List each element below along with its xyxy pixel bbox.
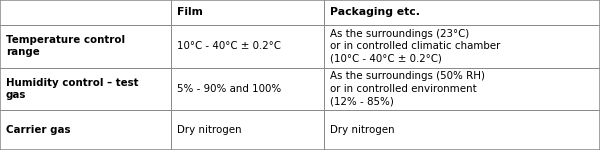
Text: Dry nitrogen: Dry nitrogen xyxy=(177,125,242,135)
Text: As the surroundings (50% RH)
or in controlled environment
(12% - 85%): As the surroundings (50% RH) or in contr… xyxy=(330,71,485,106)
Text: As the surroundings (23°C)
or in controlled climatic chamber
(10°C - 40°C ± 0.2°: As the surroundings (23°C) or in control… xyxy=(330,29,500,64)
Text: Dry nitrogen: Dry nitrogen xyxy=(330,125,395,135)
Text: Temperature control
range: Temperature control range xyxy=(6,35,125,57)
Text: Film: Film xyxy=(177,7,203,17)
Text: 5% - 90% and 100%: 5% - 90% and 100% xyxy=(177,84,281,94)
Text: Carrier gas: Carrier gas xyxy=(6,125,71,135)
Text: Packaging etc.: Packaging etc. xyxy=(330,7,420,17)
Text: Humidity control – test
gas: Humidity control – test gas xyxy=(6,78,139,100)
Text: 10°C - 40°C ± 0.2°C: 10°C - 40°C ± 0.2°C xyxy=(177,41,281,51)
